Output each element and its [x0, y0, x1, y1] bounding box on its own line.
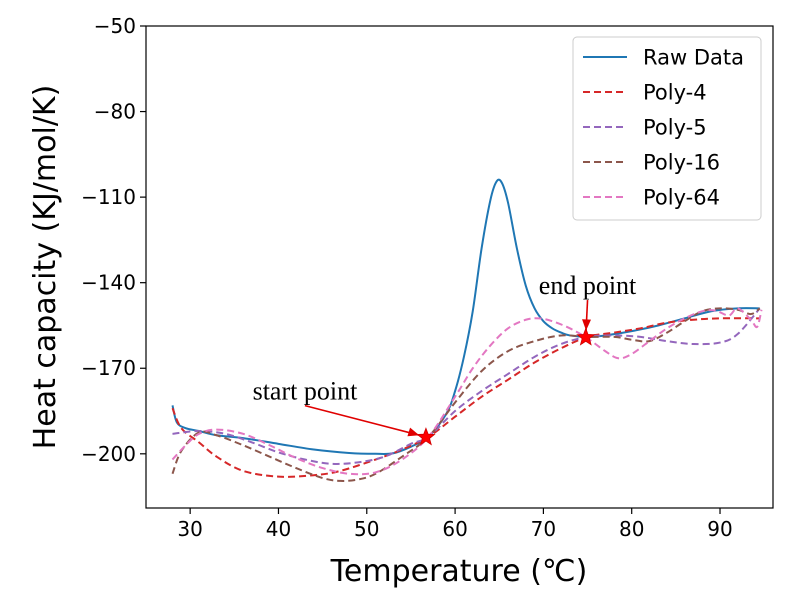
x-tick-label-60: 60	[442, 517, 467, 541]
start-point-label: start point	[253, 377, 358, 406]
legend-label-poly-5: Poly-5	[643, 116, 707, 140]
y-tick-label-200: −200	[81, 442, 136, 466]
series-line-poly-5	[172, 307, 761, 465]
series-line-poly-16	[171, 307, 761, 482]
series-layer	[171, 178, 763, 482]
legend-label-poly-64: Poly-64	[643, 186, 720, 210]
legend-frame	[572, 36, 762, 221]
series-line-poly-64	[171, 307, 763, 476]
end-point-star-marker	[576, 327, 596, 346]
x-axis-title: Temperature (℃)	[330, 554, 588, 589]
x-tick-label-80: 80	[619, 517, 644, 541]
end-point-arrow-head	[582, 319, 592, 331]
legend-label-raw-data: Raw Data	[643, 46, 744, 70]
y-tick-label-170: −170	[81, 356, 136, 380]
x-tick-label-70: 70	[531, 517, 556, 541]
x-axis: 30 40 50 60 70 80 90	[177, 508, 733, 541]
legend-label-poly-4: Poly-4	[643, 81, 707, 105]
series-line-poly-4	[171, 317, 760, 478]
y-tick-label-80: −80	[94, 100, 136, 124]
y-tick-label-50: −50	[94, 14, 136, 38]
end-point-label: end point	[539, 271, 637, 300]
y-tick-label-140: −140	[81, 271, 136, 295]
start-point-arrow-line	[304, 404, 420, 436]
y-axis-title: Heat capacity (KJ/mol/K)	[28, 85, 63, 450]
annotation-layer: start point end point	[253, 271, 637, 446]
x-tick-label-90: 90	[707, 517, 732, 541]
start-point-arrow-head	[407, 427, 420, 437]
x-tick-label-30: 30	[177, 517, 202, 541]
y-axis: −50 −80 −110 −140 −170 −200	[81, 14, 146, 466]
start-point-star-marker	[416, 427, 436, 446]
plot-frame	[145, 25, 774, 509]
y-tick-label-110: −110	[81, 185, 136, 209]
x-tick-label-40: 40	[266, 517, 291, 541]
legend: Raw Data Poly-4 Poly-5 Poly-16 Poly-64	[572, 36, 762, 221]
x-tick-label-50: 50	[354, 517, 379, 541]
legend-label-poly-16: Poly-16	[643, 151, 720, 175]
